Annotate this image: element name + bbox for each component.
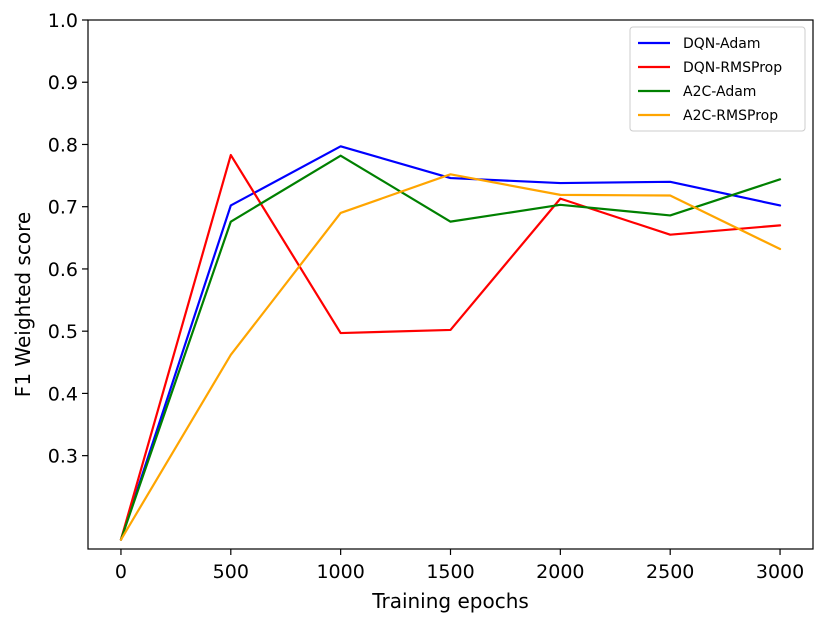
- series-line-dqn-rmsprop: [119, 153, 782, 541]
- y-tick-label: 1.0: [48, 10, 78, 32]
- y-tick-label: 0.5: [48, 321, 78, 343]
- x-tick-label: 1000: [316, 561, 364, 583]
- x-axis-label: Training epochs: [371, 589, 529, 613]
- y-axis-ticks: 0.3 0.4 0.5 0.6 0.7 0.8 0.9 1.0: [48, 10, 88, 468]
- x-tick-label: 3000: [756, 561, 804, 583]
- y-tick-label: 0.4: [48, 383, 78, 405]
- x-tick-label: 2500: [646, 561, 694, 583]
- series-line-a2c-adam: [119, 154, 782, 541]
- x-tick-label: 1500: [426, 561, 474, 583]
- x-tick-label: 2000: [536, 561, 584, 583]
- y-tick-label: 0.7: [48, 197, 78, 219]
- legend: DQN-Adam DQN-RMSProp A2C-Adam A2C-RMSProp: [629, 26, 806, 132]
- y-tick-label: 0.3: [48, 446, 78, 468]
- series-line-a2c-rmsprop: [119, 173, 782, 541]
- legend-label: A2C-Adam: [683, 84, 756, 100]
- series-line-dqn-adam: [119, 145, 782, 541]
- legend-label: A2C-RMSProp: [683, 108, 778, 124]
- series-lines: [119, 145, 782, 541]
- legend-label: DQN-Adam: [683, 36, 760, 52]
- legend-label: DQN-RMSProp: [683, 60, 782, 76]
- y-tick-label: 0.8: [48, 134, 78, 156]
- x-tick-label: 500: [213, 561, 249, 583]
- legend-box: [629, 26, 806, 132]
- x-axis-ticks: 0 500 1000 1500 2000 2500 3000: [115, 549, 804, 583]
- plot-area-frame: [87, 19, 814, 550]
- y-tick-label: 0.6: [48, 259, 78, 281]
- x-tick-label: 0: [115, 561, 127, 583]
- y-axis-label: F1 Weighted score: [11, 212, 35, 397]
- y-tick-label: 0.9: [48, 72, 78, 94]
